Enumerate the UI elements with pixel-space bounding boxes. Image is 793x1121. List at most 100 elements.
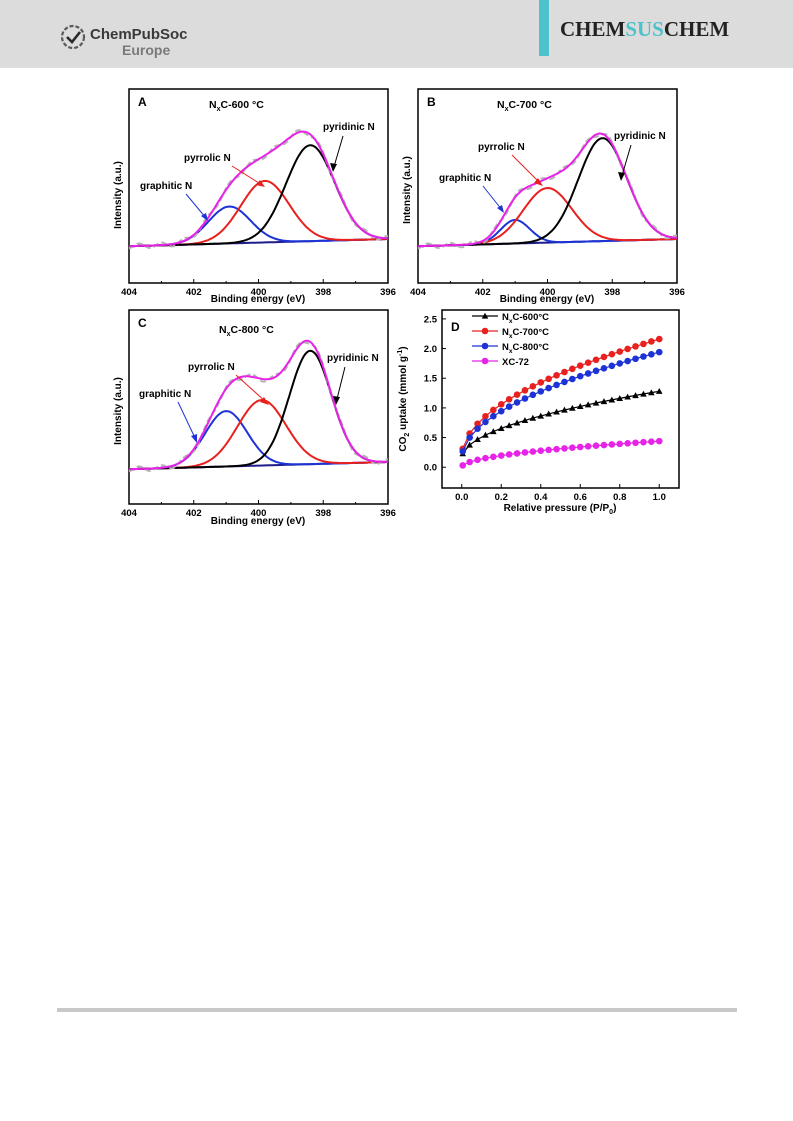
data-point bbox=[624, 345, 631, 353]
data-point bbox=[632, 392, 639, 399]
series-line bbox=[462, 351, 660, 452]
arrow-graphitic-head bbox=[497, 205, 504, 213]
component-pyridinic-curve bbox=[418, 137, 678, 248]
envelope-fit-curve bbox=[129, 339, 388, 471]
data-point bbox=[505, 403, 513, 410]
data-point bbox=[497, 407, 505, 415]
arrow-graphitic bbox=[185, 193, 207, 219]
data-point bbox=[553, 408, 560, 415]
data-point bbox=[459, 448, 467, 455]
x-tick-label: 402 bbox=[186, 287, 202, 298]
component-pyridinic-curve bbox=[129, 349, 388, 471]
x-ticks: 404 402 400 398 396 bbox=[121, 500, 396, 519]
curves bbox=[128, 339, 389, 473]
footer-divider bbox=[57, 1008, 737, 1012]
y-axis-label: Intensity (a.u.) bbox=[113, 161, 124, 229]
arrow-graphitic-head bbox=[191, 434, 197, 443]
data-point bbox=[521, 449, 529, 456]
legend-label: NxC-700°C bbox=[502, 327, 549, 340]
data-point bbox=[655, 437, 663, 445]
component-pyrrolic-curve bbox=[129, 398, 388, 471]
data-point bbox=[482, 418, 489, 426]
label-pyrrolic: pyrrolic N bbox=[184, 153, 231, 164]
data-point bbox=[648, 338, 655, 345]
data-point bbox=[561, 368, 568, 376]
data-point bbox=[537, 412, 545, 419]
panel-b-xps: 404 402 400 398 396 B NxC-700 °C pyridinic N… bbox=[402, 88, 685, 305]
x-tick-label: 396 bbox=[669, 287, 685, 298]
data-point bbox=[616, 440, 624, 448]
axis-ticks: 0.0 0.2 0.4 0.6 0.8 1.0 0.0 0.5 1.0 1.5 2.0 2.5 bbox=[424, 314, 666, 503]
data-point bbox=[505, 451, 513, 458]
label-pyridinic: pyridinic N bbox=[614, 131, 666, 142]
label-pyrrolic: pyrrolic N bbox=[478, 142, 525, 153]
data-point bbox=[545, 375, 552, 383]
arrow-pyridinic-head bbox=[330, 163, 337, 172]
data-point bbox=[608, 362, 616, 370]
panel-d-co2-uptake: 0.0 0.2 0.4 0.6 0.8 1.0 0.0 0.5 1.0 1.5 2.0 2.5 D N… bbox=[397, 309, 680, 516]
arrow-pyrrolic bbox=[235, 374, 267, 403]
data-point bbox=[632, 439, 639, 447]
data-point bbox=[569, 404, 576, 411]
data-point bbox=[553, 445, 560, 453]
data-point bbox=[490, 412, 497, 420]
publisher-name: ChemPubSoc bbox=[90, 26, 188, 43]
data-point bbox=[640, 438, 647, 446]
plot-frame bbox=[128, 309, 389, 505]
data-point bbox=[481, 357, 489, 365]
x-axis-label: Binding energy (eV) bbox=[211, 294, 305, 305]
legend-label: NxC-600°C bbox=[502, 312, 549, 325]
legend: NxC-600°C NxC-700°C NxC-800°C XC-72 bbox=[472, 312, 549, 368]
data-point bbox=[592, 367, 600, 375]
data-point bbox=[497, 452, 505, 459]
label-pyridinic: pyridinic N bbox=[323, 122, 375, 133]
data-point bbox=[466, 434, 473, 441]
arrow-pyrrolic bbox=[511, 154, 541, 184]
plot-frame bbox=[417, 88, 678, 284]
data-point bbox=[497, 401, 505, 408]
label-pyridinic: pyridinic N bbox=[327, 353, 379, 364]
data-point bbox=[561, 378, 568, 386]
data-point bbox=[640, 340, 647, 348]
arrow-graphitic-head bbox=[201, 213, 208, 221]
x-tick-label: 396 bbox=[380, 287, 396, 298]
journal-header-band: ChemPubSoc Europe CHEMSUSCHEM bbox=[0, 0, 793, 68]
data-point bbox=[648, 438, 655, 445]
y-tick-label: 0.5 bbox=[424, 433, 438, 444]
data-point bbox=[529, 448, 537, 455]
data-point bbox=[474, 436, 481, 443]
data-point bbox=[481, 342, 489, 350]
arrow-graphitic bbox=[482, 185, 503, 211]
x-ticks: 404 402 400 398 396 bbox=[410, 279, 685, 298]
x-tick-label: 0.2 bbox=[495, 492, 508, 503]
data-point bbox=[482, 431, 489, 438]
data-point bbox=[576, 372, 584, 380]
data-point bbox=[624, 357, 631, 365]
data-point bbox=[513, 391, 521, 398]
data-point bbox=[529, 383, 537, 390]
panel-title: NxC-800 °C bbox=[219, 324, 274, 338]
y-tick-label: 1.5 bbox=[424, 374, 438, 385]
data-point bbox=[608, 396, 616, 403]
arrow-pyrrolic-head bbox=[256, 180, 265, 187]
data-point bbox=[576, 443, 584, 451]
x-tick-label: 402 bbox=[186, 508, 202, 519]
panel-letter: A bbox=[138, 95, 147, 109]
data-point bbox=[537, 379, 545, 386]
x-ticks: 404 402 400 398 396 bbox=[121, 279, 396, 298]
data-point bbox=[529, 391, 537, 399]
data-point bbox=[655, 335, 663, 343]
data-point bbox=[481, 312, 489, 319]
data-point bbox=[466, 441, 473, 448]
x-tick-label: 398 bbox=[604, 287, 620, 298]
y-tick-label: 1.0 bbox=[424, 403, 437, 414]
arrow-pyridinic-head bbox=[333, 396, 340, 405]
data-point bbox=[497, 425, 505, 431]
panel-letter: B bbox=[427, 95, 436, 109]
data-point bbox=[474, 456, 481, 464]
panel-letter: C bbox=[138, 316, 147, 330]
data-point bbox=[490, 428, 497, 435]
data-point bbox=[529, 414, 537, 421]
data-point bbox=[459, 462, 467, 469]
data-point bbox=[640, 353, 647, 360]
